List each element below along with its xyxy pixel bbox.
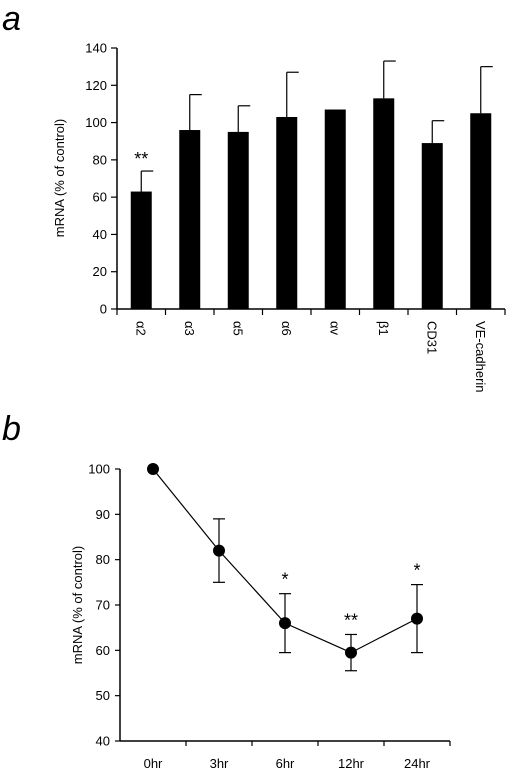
panel-b-x-tick-label: 12hr — [338, 756, 365, 771]
panel-a-y-tick-label: 100 — [85, 115, 107, 130]
panel-a-error-bars — [140, 60, 493, 192]
panel-a-y-tick-label: 20 — [93, 264, 107, 279]
panel-b-data-point — [345, 646, 357, 659]
panel-b-significance-mark: * — [281, 570, 288, 590]
panel-b-x-tick-label: 24hr — [404, 756, 431, 771]
panel-a-significance-mark: ** — [134, 149, 148, 169]
panel-b-x-tick-label: 6hr — [276, 756, 295, 771]
panel-a-y-tick-label: 0 — [100, 302, 107, 317]
panel-b-y-ticks: 40 50 60 70 80 90 100 — [88, 462, 120, 749]
panel-a-y-tick-label: 60 — [93, 190, 107, 205]
panel-b-data-point — [279, 617, 291, 630]
panel-b-y-tick-label: 50 — [96, 688, 110, 703]
panel-a-bar — [227, 131, 249, 309]
panel-b-label: b — [2, 410, 21, 448]
panel-b-points — [147, 463, 423, 659]
panel-a-x-ticks — [116, 309, 506, 315]
panel-a-x-labels: α2 α3 α5 α6 αv β1 CD31 VE-cadherin — [133, 321, 488, 393]
panel-b-y-tick-label: 100 — [88, 462, 110, 477]
panel-b-x-labels: 0hr 3hr 6hr 12hr 24hr — [144, 756, 431, 771]
panel-b-annotations: **** — [281, 561, 420, 631]
panel-a-x-tick-label: α3 — [182, 321, 197, 336]
panel-b-x-tick-label: 0hr — [144, 756, 163, 771]
panel-a-annotations: ** — [134, 149, 148, 169]
panel-a-x-tick-label: α5 — [230, 321, 245, 336]
panel-b-data-point — [213, 544, 225, 557]
panel-a-y-tick-label: 120 — [85, 78, 107, 93]
panel-b-significance-mark: * — [413, 561, 420, 581]
panel-b-y-axis-title: mRNA (% of control) — [70, 546, 85, 664]
panel-b-error-bars — [213, 518, 423, 672]
panel-a-label: a — [2, 0, 21, 38]
panel-b-y-tick-label: 80 — [96, 552, 110, 567]
panel-a-y-ticks: 0 20 40 60 80 100 120 140 — [85, 41, 117, 317]
panel-a-y-axis-title: mRNA (% of control) — [52, 119, 67, 237]
panel-a-x-tick-label: α2 — [133, 321, 148, 336]
panel-b-y-tick-label: 90 — [96, 507, 110, 522]
panel-a-bar — [421, 143, 443, 309]
panel-a-x-tick-label: CD31 — [424, 321, 439, 354]
panel-b-significance-mark: ** — [344, 610, 358, 630]
panel-b-data-point — [411, 612, 423, 625]
panel-a-bar — [470, 113, 492, 309]
panel-a-x-tick-label: α6 — [279, 321, 294, 336]
panel-b-y-tick-label: 60 — [96, 643, 110, 658]
panel-a-bars — [130, 98, 492, 310]
panel-a-bar — [130, 191, 152, 309]
panel-b-x-tick-label: 3hr — [210, 756, 229, 771]
panel-b-y-tick-label: 40 — [96, 734, 110, 749]
panel-a-y-tick-label: 40 — [93, 227, 107, 242]
panel-a-x-tick-label: VE-cadherin — [473, 321, 488, 393]
panel-a-bar — [179, 130, 201, 309]
panel-b-data-point — [147, 463, 159, 475]
panel-a-bar — [373, 98, 395, 309]
panel-b-y-tick-label: 70 — [96, 598, 110, 613]
panel-b-x-ticks — [185, 741, 451, 746]
panel-a-y-tick-label: 80 — [93, 152, 107, 167]
panel-a-x-tick-label: αv — [327, 321, 342, 336]
panel-a-y-tick-label: 140 — [85, 41, 107, 56]
panel-a-x-tick-label: β1 — [376, 321, 391, 336]
panel-a: a mRNA (% of control) 0 20 40 60 80 100 120 140… — [2, 0, 506, 393]
panel-a-bar — [276, 116, 298, 309]
panel-a-bar — [324, 109, 346, 310]
